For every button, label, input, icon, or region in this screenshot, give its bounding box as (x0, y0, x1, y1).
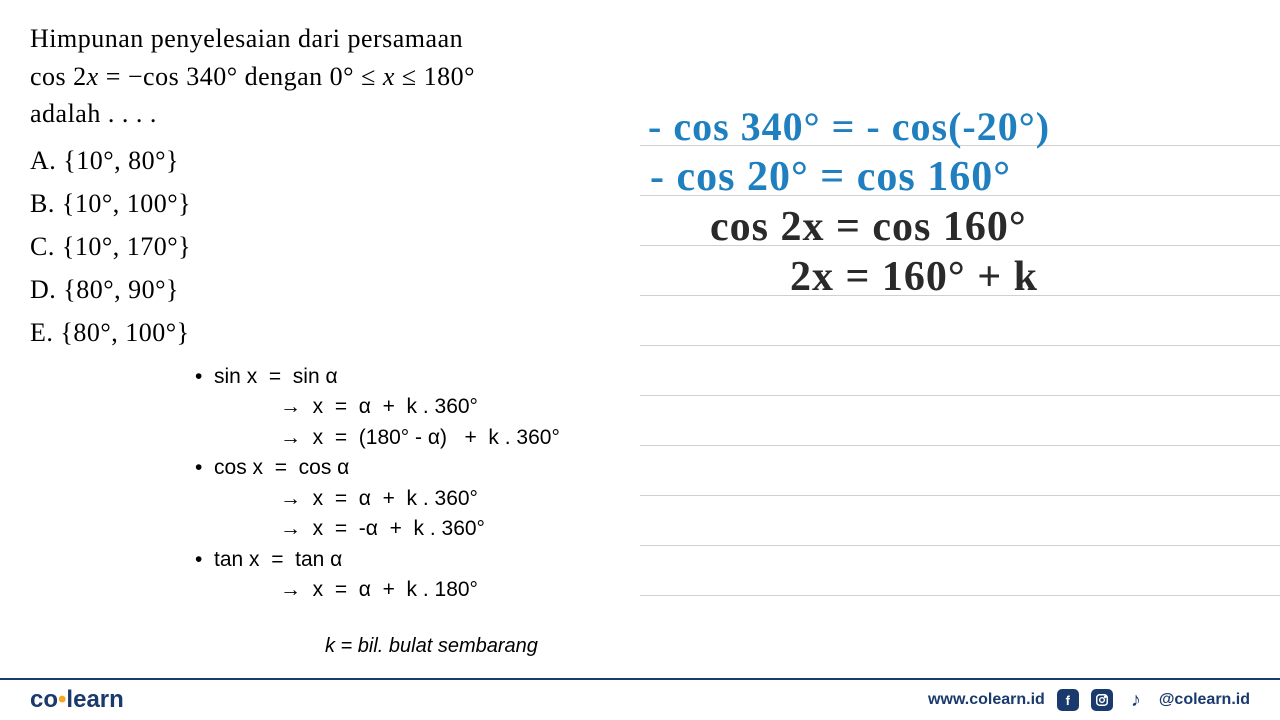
formula-cos-rule-2: → x = -α + k . 360° (280, 514, 560, 544)
question-line-1: Himpunan penyelesaian dari persamaan (30, 20, 650, 58)
footer-url: www.colearn.id (928, 691, 1045, 709)
formula-sin-rule-1: → x = α + k . 360° (280, 392, 560, 422)
tiktok-icon: ♪ (1125, 689, 1147, 711)
facebook-icon: f (1057, 689, 1079, 711)
formula-tan-header: • tan x = tan α (195, 545, 560, 575)
question-line-3: adalah . . . . (30, 95, 650, 133)
question-line-2: cos 2x = −cos 340° dengan 0° ≤ x ≤ 180° (30, 58, 650, 96)
ruled-line (640, 545, 1280, 546)
handwriting-area: - cos 340° = - cos(-20°)- cos 20° = cos … (640, 95, 1280, 615)
logo-text-1: co (30, 686, 58, 713)
options-list: A. {10°, 80°} B. {10°, 100°} C. {10°, 170°… (30, 141, 650, 352)
ruled-line (640, 495, 1280, 496)
ruled-line (640, 395, 1280, 396)
handwriting-line-3: cos 2x = cos 160° (710, 203, 1027, 251)
handwriting-line-2: - cos 20° = cos 160° (650, 153, 1011, 201)
footer-right: www.colearn.id f ♪ @colearn.id (928, 689, 1250, 711)
footer-handle: @colearn.id (1159, 691, 1250, 709)
handwriting-line-1: - cos 340° = - cos(-20°) (648, 103, 1050, 150)
formula-sin-rule-2: → x = (180° - α) + k . 360° (280, 423, 560, 453)
formula-cos-rule-1: → x = α + k . 360° (280, 484, 560, 514)
ruled-line (640, 345, 1280, 346)
ruled-line (640, 595, 1280, 596)
brand-logo: co•learn (30, 686, 124, 714)
option-d: D. {80°, 90°} (30, 270, 650, 309)
formula-sin-header: • sin x = sin α (195, 362, 560, 392)
ruled-line (640, 445, 1280, 446)
formula-reference: • sin x = sin α → x = α + k . 360° → x =… (195, 362, 560, 606)
formula-footer-note: k = bil. bulat sembarang (325, 635, 538, 658)
logo-text-2: learn (66, 686, 123, 713)
instagram-icon (1091, 689, 1113, 711)
formula-tan-rule-1: → x = α + k . 180° (280, 575, 560, 605)
option-a: A. {10°, 80°} (30, 141, 650, 180)
option-e: E. {80°, 100°} (30, 313, 650, 352)
question-block: Himpunan penyelesaian dari persamaan cos… (30, 20, 650, 352)
footer-bar: co•learn www.colearn.id f ♪ @colearn.id (0, 678, 1280, 720)
option-b: B. {10°, 100°} (30, 184, 650, 223)
handwriting-line-4: 2x = 160° + k (790, 253, 1038, 301)
option-c: C. {10°, 170°} (30, 227, 650, 266)
formula-cos-header: • cos x = cos α (195, 453, 560, 483)
